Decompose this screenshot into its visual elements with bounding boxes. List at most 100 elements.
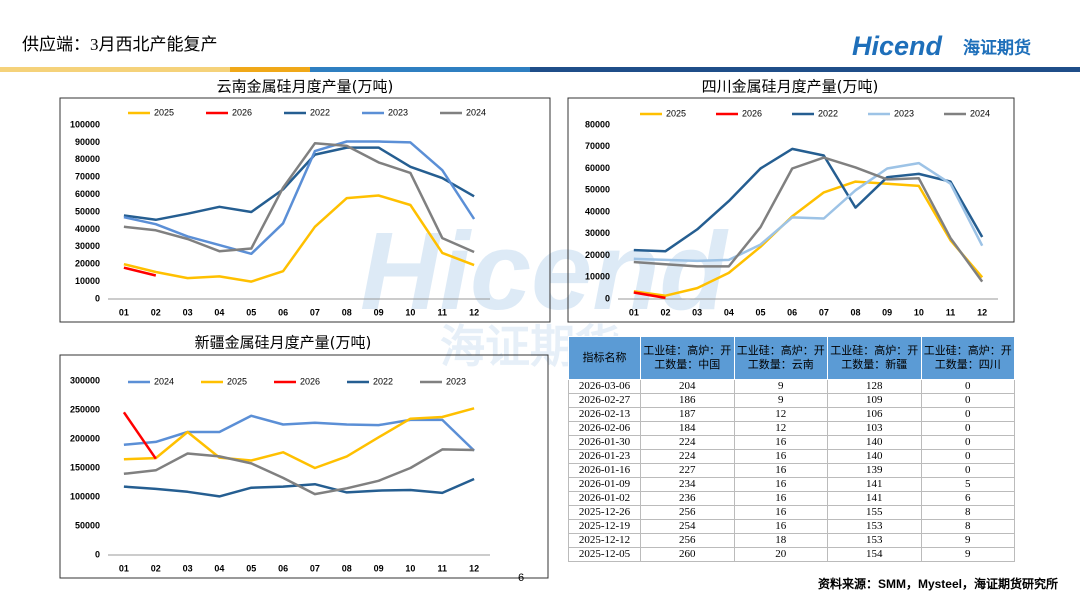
stripe: [310, 67, 530, 72]
table-cell: 204: [640, 379, 735, 394]
x-tick-label: 01: [119, 563, 129, 573]
table-cell: 2026-03-06: [568, 379, 641, 394]
table-cell: 12: [733, 407, 828, 422]
table-cell: 254: [640, 519, 735, 534]
table-cell: 139: [827, 463, 922, 478]
x-tick-label: 04: [214, 307, 224, 317]
table-cell: 256: [640, 533, 735, 548]
table-cell: 256: [640, 505, 735, 520]
series-line: [633, 156, 984, 283]
table-cell: 6: [920, 491, 1015, 506]
x-tick-label: 01: [629, 307, 639, 317]
legend-label: 2022: [373, 376, 393, 386]
series-line: [123, 407, 475, 470]
table-cell: 2025-12-12: [568, 533, 641, 548]
series-line: [633, 147, 984, 253]
source-note: 资料来源：SMM，Mysteel，海证期货研究所: [818, 576, 1058, 591]
series-line: [633, 291, 666, 300]
x-tick-label: 12: [977, 307, 987, 317]
series-line: [123, 146, 475, 222]
logo-cn: 海证期货: [963, 37, 1031, 57]
table-cell: 2026-02-13: [568, 407, 641, 422]
table-row: 2026-01-16 227 16 139 0: [568, 463, 1015, 478]
series-line: [633, 161, 984, 263]
series-line: [123, 142, 475, 254]
legend-label: 2023: [446, 376, 466, 386]
y-tick-label: 200000: [70, 433, 100, 443]
table-row: 2026-02-13 187 12 106 0: [568, 407, 1015, 422]
y-tick-label: 100000: [70, 491, 100, 501]
table-cell: 227: [640, 463, 735, 478]
legend-label: 2023: [388, 107, 408, 117]
logo: Hicend: [852, 31, 943, 61]
x-tick-label: 12: [469, 563, 479, 573]
legend-label: 2026: [742, 108, 762, 118]
x-tick-label: 05: [246, 307, 256, 317]
legend-label: 2022: [310, 107, 330, 117]
table-cell: 12: [733, 421, 828, 436]
y-tick-label: 80000: [585, 119, 610, 129]
series-line: [123, 194, 475, 283]
table-row: 2025-12-26 256 16 155 8: [568, 505, 1015, 520]
table-cell: 153: [827, 533, 922, 548]
table-cell: 154: [827, 547, 922, 562]
legend-label: 2024: [154, 376, 174, 386]
table-cell: 128: [827, 379, 922, 394]
y-tick-label: 150000: [70, 462, 100, 472]
table-row: 2026-03-06 204 9 128 0: [568, 379, 1015, 394]
y-tick-label: 50000: [585, 185, 610, 195]
slide-title: 供应端：3月西北产能复产: [22, 35, 218, 54]
chart-title: 新疆金属硅月度产量(万吨): [195, 334, 372, 352]
legend-label: 2024: [970, 108, 990, 118]
stripe: [0, 67, 230, 72]
data-table: 指标名称 工业硅：高炉：开工数量：中国 工业硅：高炉：开工数量：云南 工业硅：高炉：开…: [568, 336, 1015, 562]
series-line: [123, 140, 476, 256]
table-cell: 184: [640, 421, 735, 436]
table-cell: 9: [920, 533, 1015, 548]
column-header: 工业硅：高炉：开工数量：云南: [733, 336, 828, 380]
series-line: [633, 180, 984, 297]
table-row: 2026-01-23 224 16 140 0: [568, 449, 1015, 464]
x-tick-label: 04: [724, 307, 734, 317]
x-tick-label: 12: [469, 307, 479, 317]
chart-frame: [59, 354, 549, 579]
x-tick-label: 09: [882, 307, 892, 317]
y-tick-label: 0: [95, 293, 100, 303]
legend-label: 2026: [232, 107, 252, 117]
table-cell: 109: [827, 393, 922, 408]
table-cell: 153: [827, 519, 922, 534]
table-cell: 2026-01-09: [568, 477, 641, 492]
table-cell: 16: [733, 449, 828, 464]
legend-label: 2022: [818, 108, 838, 118]
y-tick-label: 250000: [70, 404, 100, 414]
chart-frame: [567, 97, 1015, 323]
table-row: 2025-12-19 254 16 153 8: [568, 519, 1015, 534]
table-cell: 2026-01-30: [568, 435, 641, 450]
table-row: 2025-12-12 256 18 153 9: [568, 533, 1015, 548]
x-tick-label: 06: [787, 307, 797, 317]
table-cell: 0: [920, 435, 1015, 450]
table-cell: 18: [733, 533, 828, 548]
chart-frame: [59, 97, 551, 323]
table-cell: 141: [827, 477, 922, 492]
table-cell: 9: [733, 393, 828, 408]
x-tick-label: 05: [246, 563, 256, 573]
y-tick-label: 20000: [585, 250, 610, 260]
legend-label: 2025: [666, 108, 686, 118]
table-cell: 16: [733, 491, 828, 506]
table-cell: 0: [920, 407, 1015, 422]
x-tick-label: 01: [119, 307, 129, 317]
y-tick-label: 20000: [75, 259, 100, 269]
y-tick-label: 100000: [70, 119, 100, 129]
column-header: 工业硅：高炉：开工数量：四川: [920, 336, 1015, 380]
series-line: [123, 477, 475, 498]
table-cell: 0: [920, 421, 1015, 436]
table-cell: 2026-01-16: [568, 463, 641, 478]
y-tick-label: 50000: [75, 520, 100, 530]
table-cell: 9: [920, 547, 1015, 562]
y-tick-label: 60000: [75, 189, 100, 199]
x-tick-label: 11: [437, 307, 447, 317]
x-tick-label: 09: [374, 563, 384, 573]
table-cell: 234: [640, 477, 735, 492]
legend-label: 2023: [894, 108, 914, 118]
